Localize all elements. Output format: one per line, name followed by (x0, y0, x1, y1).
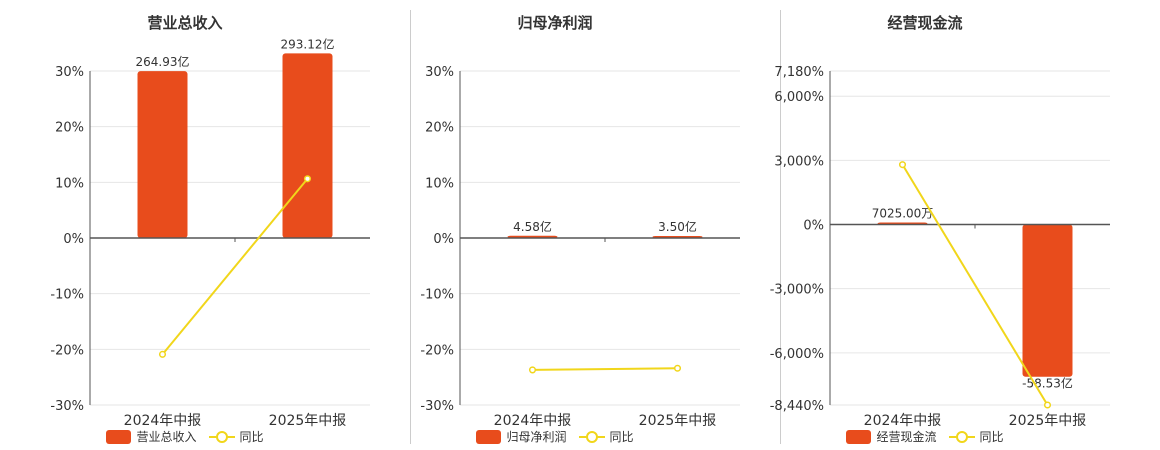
y-tick-label: 0% (803, 219, 824, 234)
legend-bar-swatch (846, 429, 872, 444)
revenue-chart: 30% 20% 10% 0% -10% -20% -30% 264.93亿 293.12亿 202… (50, 36, 370, 429)
legend-line-marker-icon (948, 430, 975, 444)
chart-legend: 经营现金流 同比 (740, 428, 1110, 445)
legend-line-marker-icon (208, 430, 235, 444)
y-tick-label: -10% (420, 288, 454, 303)
chart-title: 经营现金流 (887, 14, 963, 32)
legend-line-label: 同比 (239, 430, 264, 444)
legend-bar-label: 经营现金流 (876, 430, 937, 444)
legend-bar-label: 归母净利润 (506, 430, 567, 444)
y-tick-label: -30% (50, 399, 84, 414)
y-tick-label: 7,180% (774, 65, 824, 80)
cash-flow-chart: 7,180% 6,000% 3,000% 0% -3,000% -6,000% -8,440… (770, 65, 1110, 429)
legend-item-line[interactable]: 同比 (208, 428, 264, 445)
net-profit-chart: 30% 20% 10% 0% -10% -20% -30% 4.58亿 3.50亿 2024年中报… (420, 65, 740, 429)
x-tick-label: 2025年中报 (1009, 413, 1087, 429)
line-point (673, 364, 682, 372)
y-tick-label: -8,440% (770, 399, 824, 414)
y-tick-label: -10% (50, 288, 84, 303)
line-point (1043, 401, 1052, 409)
legend-item-bar[interactable]: 经营现金流 (846, 428, 937, 445)
y-tick-label: 30% (55, 65, 84, 80)
data-label: 7025.00万 (872, 207, 934, 221)
panel-divider (410, 10, 411, 444)
panel-divider (780, 10, 781, 444)
line-point (158, 350, 167, 358)
y-tick-label: -20% (420, 343, 454, 358)
y-tick-label: 20% (55, 121, 84, 136)
legend-bar-swatch (476, 429, 502, 444)
series-line (161, 178, 309, 355)
cash-flow-chart-panel: 经营现金流 7,180% 6,000% 3,000% 0% -3,000% -6,000%… (740, 0, 1110, 450)
legend-line-label: 同比 (609, 430, 634, 444)
y-tick-label: 0% (63, 232, 84, 247)
legend-item-bar[interactable]: 归母净利润 (476, 428, 567, 445)
x-tick-label: 2025年中报 (639, 413, 717, 429)
x-tick-label: 2024年中报 (864, 413, 942, 429)
y-tick-label: 3,000% (774, 154, 824, 169)
chart-title: 营业总收入 (147, 14, 223, 32)
line-point (528, 366, 537, 374)
bar (1022, 224, 1073, 377)
y-tick-label: 0% (433, 232, 454, 247)
y-tick-label: -6,000% (770, 347, 824, 362)
y-tick-label: -30% (420, 399, 454, 414)
line-point (303, 175, 312, 183)
series-line (901, 164, 1049, 406)
chart-title: 归母净利润 (517, 14, 593, 32)
series-line (532, 367, 678, 371)
y-tick-label: 10% (425, 176, 454, 191)
legend-item-line[interactable]: 同比 (948, 428, 1004, 445)
bar (137, 71, 188, 238)
chart-legend: 归母净利润 同比 (370, 428, 740, 445)
data-label: -58.53亿 (1022, 376, 1073, 391)
data-label: 4.58亿 (513, 219, 552, 234)
x-tick-label: 2024年中报 (124, 413, 202, 429)
legend-item-bar[interactable]: 营业总收入 (106, 428, 197, 445)
y-tick-label: 20% (425, 121, 454, 136)
data-label: 3.50亿 (658, 219, 697, 234)
legend-bar-label: 营业总收入 (136, 430, 197, 444)
y-tick-label: 6,000% (774, 90, 824, 105)
legend-line-label: 同比 (979, 430, 1004, 444)
y-tick-label: 30% (425, 65, 454, 80)
x-tick-label: 2025年中报 (269, 413, 347, 429)
chart-legend: 营业总收入 同比 (0, 428, 370, 445)
revenue-chart-panel: 营业总收入 30% 20% 10% 0% -10% -20% -30% 264.93亿 293.… (0, 0, 370, 450)
y-tick-label: -20% (50, 343, 84, 358)
net-profit-chart-panel: 归母净利润 30% 20% 10% 0% -10% -20% -30% 4.58亿 3.50亿 2… (370, 0, 740, 450)
y-tick-label: -3,000% (770, 283, 824, 298)
data-label: 264.93亿 (136, 54, 190, 69)
data-label: 293.12亿 (281, 36, 335, 51)
line-point (898, 161, 907, 169)
x-tick-label: 2024年中报 (494, 413, 572, 429)
y-tick-label: 10% (55, 176, 84, 191)
legend-bar-swatch (106, 429, 132, 444)
legend-line-marker-icon (578, 430, 605, 444)
bar (282, 53, 333, 239)
legend-item-line[interactable]: 同比 (578, 428, 634, 445)
